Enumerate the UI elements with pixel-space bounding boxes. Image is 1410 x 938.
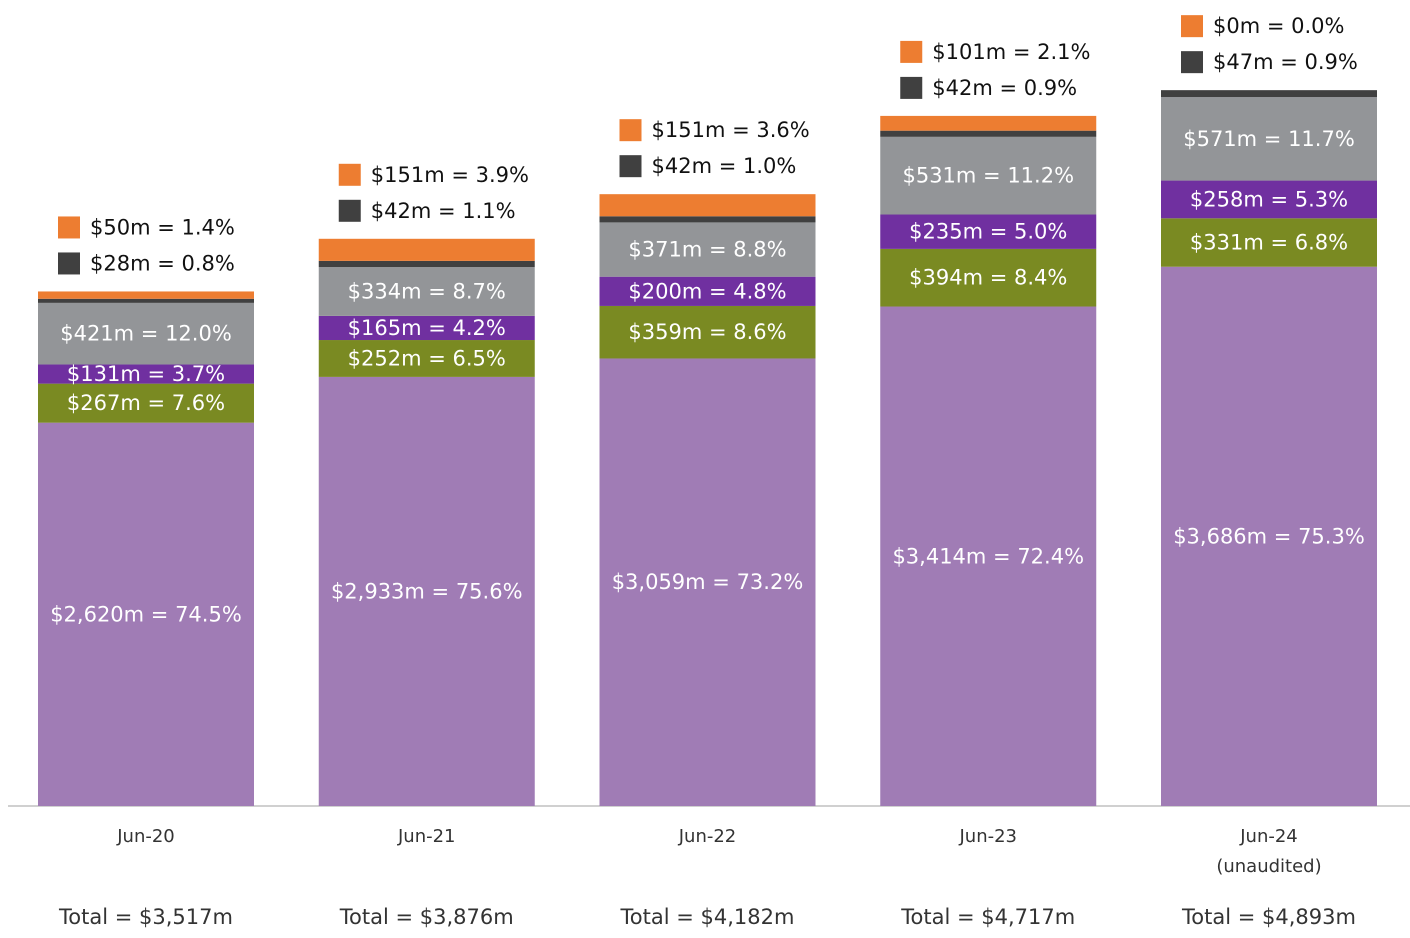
bar-segment xyxy=(880,248,1097,307)
value-label: $42m = 0.9% xyxy=(932,76,1077,100)
total-label: Total = $4,182m xyxy=(620,905,795,929)
value-label: $28m = 0.8% xyxy=(90,251,235,275)
value-label: $371m = 8.8% xyxy=(628,238,786,262)
value-label: $331m = 6.8% xyxy=(1190,231,1348,255)
label-swatch xyxy=(1181,15,1203,38)
label-swatch xyxy=(619,155,642,178)
value-label: $151m = 3.9% xyxy=(371,163,529,187)
label-swatch xyxy=(58,216,80,239)
value-label: $200m = 4.8% xyxy=(628,279,786,303)
bar-segment xyxy=(38,422,254,806)
value-label: $0m = 0.0% xyxy=(1213,14,1344,38)
bar-segment xyxy=(599,216,816,223)
bar-segment xyxy=(599,276,816,306)
bar-segment xyxy=(1161,266,1377,807)
bar-segment xyxy=(599,222,816,277)
bar-segment xyxy=(880,214,1097,249)
bar-segment xyxy=(880,115,1097,131)
bar-segment xyxy=(1161,90,1377,98)
x-tick-label: Jun-23 xyxy=(959,826,1018,847)
value-label: $42m = 1.0% xyxy=(652,154,797,178)
value-label: $2,620m = 74.5% xyxy=(50,602,242,626)
value-label: $47m = 0.9% xyxy=(1213,50,1358,74)
bar-segment xyxy=(318,260,535,268)
value-label: $2,933m = 75.6% xyxy=(331,579,523,603)
value-label: $165m = 4.2% xyxy=(348,316,506,340)
bar-segment xyxy=(38,298,254,303)
total-label: Total = $4,893m xyxy=(1182,905,1356,929)
bar-segment xyxy=(38,291,254,299)
x-tick-label: Jun-21 xyxy=(397,826,456,847)
value-label: $3,059m = 73.2% xyxy=(612,570,804,594)
value-label: $359m = 8.6% xyxy=(628,320,786,344)
x-tick-label: Jun-22 xyxy=(678,826,737,847)
bar-segment xyxy=(318,376,535,806)
bar-segment xyxy=(318,267,535,316)
bar-segment xyxy=(318,315,535,341)
label-swatch xyxy=(619,119,642,142)
value-label: $421m = 12.0% xyxy=(60,322,232,346)
value-label: $131m = 3.7% xyxy=(67,362,225,386)
value-label: $235m = 5.0% xyxy=(909,220,1067,244)
value-label: $252m = 6.5% xyxy=(348,346,506,370)
value-label: $394m = 8.4% xyxy=(909,266,1067,290)
bar-segment xyxy=(318,238,535,261)
value-label: $267m = 7.6% xyxy=(67,391,225,415)
bar-segment xyxy=(599,194,816,217)
value-label: $3,414m = 72.4% xyxy=(892,544,1084,568)
label-swatch xyxy=(58,252,80,275)
value-label: $334m = 8.7% xyxy=(348,279,506,303)
label-swatch xyxy=(338,163,361,186)
value-label: $50m = 1.4% xyxy=(90,215,235,239)
bar-segment xyxy=(599,305,816,359)
bar-segment xyxy=(880,306,1097,806)
bar-segment xyxy=(880,136,1097,215)
value-label: $101m = 2.1% xyxy=(932,40,1090,64)
label-swatch xyxy=(900,76,923,99)
x-tick-label: Jun-24 (unaudited) xyxy=(1216,826,1322,877)
bar-segment xyxy=(318,340,535,377)
bar-segment xyxy=(1161,97,1377,181)
bar-segment xyxy=(38,383,254,423)
label-swatch xyxy=(1181,51,1203,74)
label-swatch xyxy=(900,40,923,63)
value-label: $571m = 11.7% xyxy=(1183,127,1355,151)
total-label: Total = $3,876m xyxy=(339,905,514,929)
bar-segment xyxy=(1161,180,1377,219)
value-label: $151m = 3.6% xyxy=(652,118,810,142)
value-label: $258m = 5.3% xyxy=(1190,187,1348,211)
value-label: $3,686m = 75.3% xyxy=(1173,524,1365,548)
label-swatch xyxy=(338,199,361,222)
bar-segment xyxy=(880,130,1097,137)
value-label: $531m = 11.2% xyxy=(902,164,1074,188)
bar-segment xyxy=(38,364,254,384)
bar-segment xyxy=(38,302,254,365)
bar-segment xyxy=(599,358,816,806)
total-label: Total = $3,517m xyxy=(59,905,233,929)
value-label: $42m = 1.1% xyxy=(371,199,516,223)
bar-segment xyxy=(1161,218,1377,267)
total-label: Total = $4,717m xyxy=(901,905,1076,929)
x-tick-label: Jun-20 xyxy=(117,826,175,847)
